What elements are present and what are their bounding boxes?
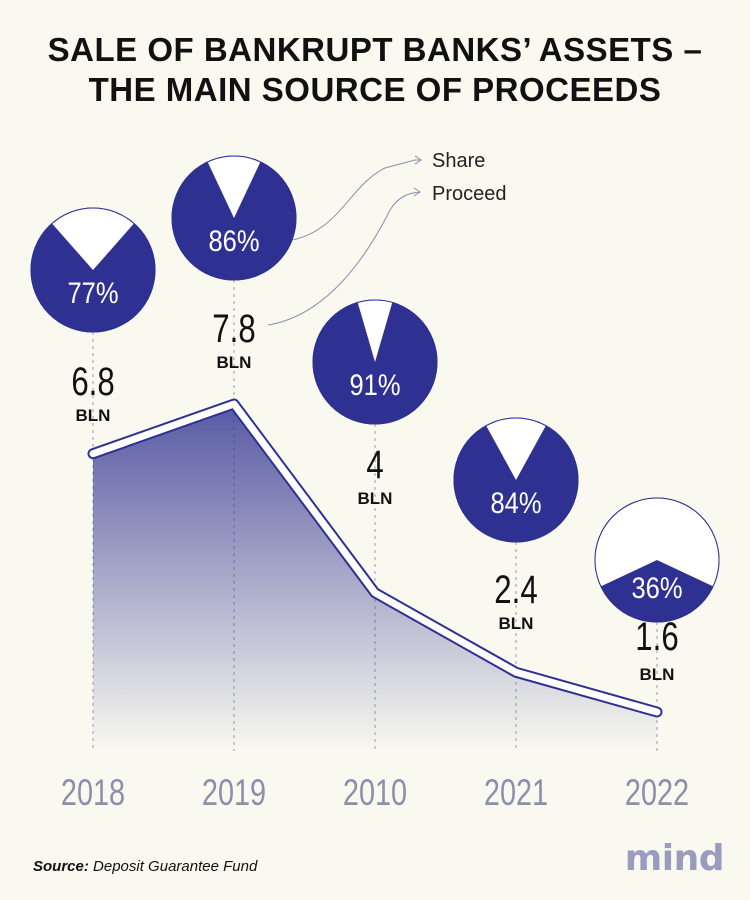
proceed-value-2018: 6.8 xyxy=(71,359,114,404)
year-label-2022: 2022 xyxy=(625,773,689,814)
legend-proceed-label: Proceed xyxy=(432,183,507,205)
share-label-2018: 77% xyxy=(67,276,118,309)
title-line-1: SALE OF BANKRUPT BANKS’ ASSETS – xyxy=(47,31,703,68)
source-text: Deposit Guarantee Fund xyxy=(93,858,258,875)
proceeds-line xyxy=(89,400,661,716)
share-pie-outline-2018 xyxy=(30,207,156,333)
share-pie-gap-2018 xyxy=(52,207,134,270)
year-label-2019: 2019 xyxy=(202,773,266,814)
proceed-unit-2019: BLN xyxy=(217,353,252,372)
legend-share-arrow xyxy=(414,155,422,165)
legend-proceed-arrow xyxy=(413,187,421,197)
legend-share-label: Share xyxy=(432,150,485,172)
share-label-2010: 91% xyxy=(349,368,400,401)
chart-title: SALE OF BANKRUPT BANKS’ ASSETS – THE MAI… xyxy=(0,30,750,110)
share-pie-outline-2010 xyxy=(312,299,438,425)
year-label-2018: 2018 xyxy=(61,773,125,814)
proceed-value-2022: 1.6 xyxy=(635,614,678,659)
share-pie-gap-2021 xyxy=(486,418,546,480)
proceed-value-2010: 4 xyxy=(366,442,383,487)
share-pie-2021: 84% xyxy=(453,417,579,543)
share-pie-gap-2010 xyxy=(357,299,393,362)
year-label-2010: 2010 xyxy=(343,773,407,814)
share-label-2019: 86% xyxy=(208,224,259,257)
share-pie-outline-2019 xyxy=(171,155,297,281)
proceed-unit-2022: BLN xyxy=(640,665,675,684)
share-pie-outline-2022 xyxy=(594,497,720,623)
proceeds-area xyxy=(93,404,657,751)
source-label: Source: xyxy=(33,858,89,875)
title-line-2: THE MAIN SOURCE OF PROCEEDS xyxy=(88,71,662,108)
proceed-value-2019: 7.8 xyxy=(212,306,255,351)
year-label-2021: 2021 xyxy=(484,773,548,814)
share-pie-2019: 86% xyxy=(171,155,297,281)
share-label-2021: 84% xyxy=(490,486,541,519)
mind-logo: mind xyxy=(624,838,725,879)
legend: Share Proceed xyxy=(267,150,507,326)
share-label-2022: 36% xyxy=(631,571,682,604)
share-pie-2018: 77% xyxy=(30,207,156,333)
legend-share-connector xyxy=(291,159,420,241)
source-note: Source: Deposit Guarantee Fund xyxy=(33,858,257,875)
legend-proceed-connector xyxy=(267,191,421,326)
share-pie-2022: 36% xyxy=(594,497,720,623)
share-pie-2010: 91% xyxy=(312,299,438,425)
proceed-unit-2018: BLN xyxy=(76,406,111,425)
share-pie-gap-2022 xyxy=(595,498,719,587)
share-pie-gap-2019 xyxy=(207,155,261,218)
proceed-unit-2021: BLN xyxy=(499,614,534,633)
proceed-unit-2010: BLN xyxy=(358,489,393,508)
share-pie-outline-2021 xyxy=(453,417,579,543)
proceed-value-2021: 2.4 xyxy=(494,567,537,612)
